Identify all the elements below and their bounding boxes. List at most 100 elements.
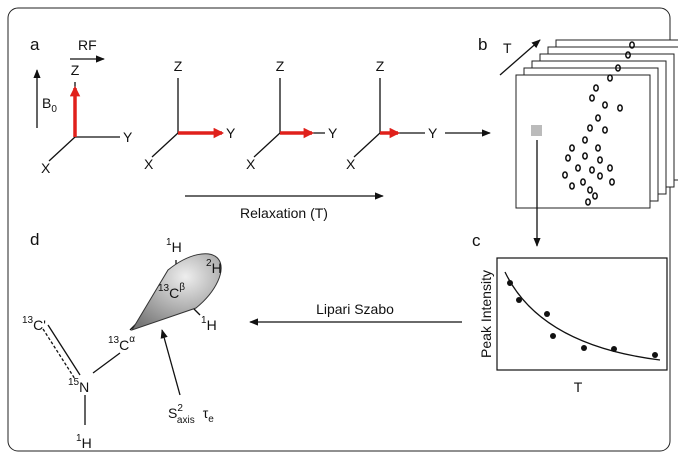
atom-symbol: H — [212, 260, 222, 276]
atom-symbol: H — [82, 435, 92, 451]
peak — [602, 101, 608, 109]
atom-label: 15N — [68, 377, 89, 395]
molecule — [42, 253, 222, 425]
x-axis — [253, 132, 281, 158]
atom-symbol: C — [119, 337, 129, 353]
stack-axis-label: T — [503, 40, 512, 56]
y-label: Y — [226, 125, 236, 141]
peak — [587, 186, 593, 194]
atom-symbol: N — [79, 379, 89, 395]
atom-mass: 13 — [108, 335, 120, 346]
z-label: Z — [71, 62, 80, 78]
lipari-label: Lipari Szabo — [316, 301, 394, 317]
atom-label: 1H — [76, 433, 92, 451]
b0-base: B — [42, 95, 51, 111]
peak — [595, 114, 601, 122]
atom-suffix: β — [179, 282, 185, 293]
atom-label: 13Cβ — [158, 282, 185, 301]
bond — [42, 328, 76, 380]
x-label: X — [41, 160, 51, 176]
point — [581, 345, 587, 351]
peak — [582, 152, 588, 160]
atom-label: 1H — [166, 237, 182, 255]
s-sup: 2 — [177, 403, 183, 414]
peak — [617, 104, 623, 112]
z-label: Z — [276, 58, 285, 74]
peak — [569, 144, 575, 152]
peak — [602, 126, 608, 134]
peak — [597, 172, 603, 180]
panel-label: a — [30, 35, 40, 54]
y-label: Y — [123, 129, 133, 145]
selected-peak — [531, 125, 542, 136]
point — [544, 311, 550, 317]
peak — [562, 171, 568, 179]
peak — [587, 124, 593, 132]
point — [611, 346, 617, 352]
x-axis — [353, 132, 381, 158]
atom-label: 1H — [201, 315, 217, 333]
y-label: Y — [428, 125, 438, 141]
atom-symbol: H — [207, 317, 217, 333]
peak — [582, 136, 588, 144]
atom-symbol: C — [169, 285, 179, 301]
atom-mass: 13 — [22, 315, 34, 326]
atom-mass: 2 — [206, 258, 212, 269]
peak — [629, 41, 635, 49]
point — [550, 333, 556, 339]
panel-label: b — [478, 35, 487, 54]
panel-label: d — [30, 230, 39, 249]
order-parameter: S2 axis τe — [168, 403, 214, 426]
s-sub: axis — [177, 415, 195, 426]
frame — [7, 7, 671, 452]
atom-label: 13C' — [22, 315, 46, 333]
points — [507, 280, 658, 358]
peak — [575, 164, 581, 172]
peak — [589, 166, 595, 174]
peak — [593, 84, 599, 92]
b0-label: B0 — [42, 95, 57, 115]
bond — [92, 352, 121, 374]
peak — [592, 192, 598, 200]
peak — [625, 51, 631, 59]
relaxation-label: Relaxation (T) — [240, 205, 328, 221]
atom-label: 13Cα — [108, 334, 135, 353]
peak — [615, 64, 621, 72]
atom-mass: 13 — [158, 283, 170, 294]
peak — [597, 156, 603, 164]
x-axis — [48, 136, 76, 162]
s: S — [168, 405, 177, 421]
atom-symbol: H — [172, 239, 182, 255]
decay-curve — [504, 271, 661, 361]
x-label: X — [144, 156, 154, 172]
b0-sub: 0 — [51, 104, 57, 115]
x-label: X — [246, 156, 256, 172]
y-axis-label: Peak Intensity — [478, 270, 494, 358]
y-label: Y — [328, 125, 338, 141]
peak — [580, 178, 586, 186]
peak — [607, 164, 613, 172]
peak — [589, 94, 595, 102]
peak — [585, 198, 591, 206]
peak — [609, 178, 615, 186]
atom-symbol: C' — [33, 317, 46, 333]
panel-label: c — [472, 231, 481, 250]
atom-mass: 1 — [201, 315, 207, 326]
peak — [565, 154, 571, 162]
z-label: Z — [174, 58, 183, 74]
tau: τ — [203, 405, 209, 421]
peak — [569, 182, 575, 190]
x-axis-label: T — [574, 379, 583, 395]
order-arrow — [160, 329, 181, 396]
x-axis — [151, 132, 179, 158]
atom-mass: 1 — [76, 433, 82, 444]
atom-suffix: α — [129, 334, 135, 345]
point — [507, 280, 513, 286]
stack-arrow — [499, 39, 541, 76]
spectra-stack — [515, 39, 678, 209]
plot-box — [496, 257, 668, 371]
atom-mass: 15 — [68, 377, 80, 388]
